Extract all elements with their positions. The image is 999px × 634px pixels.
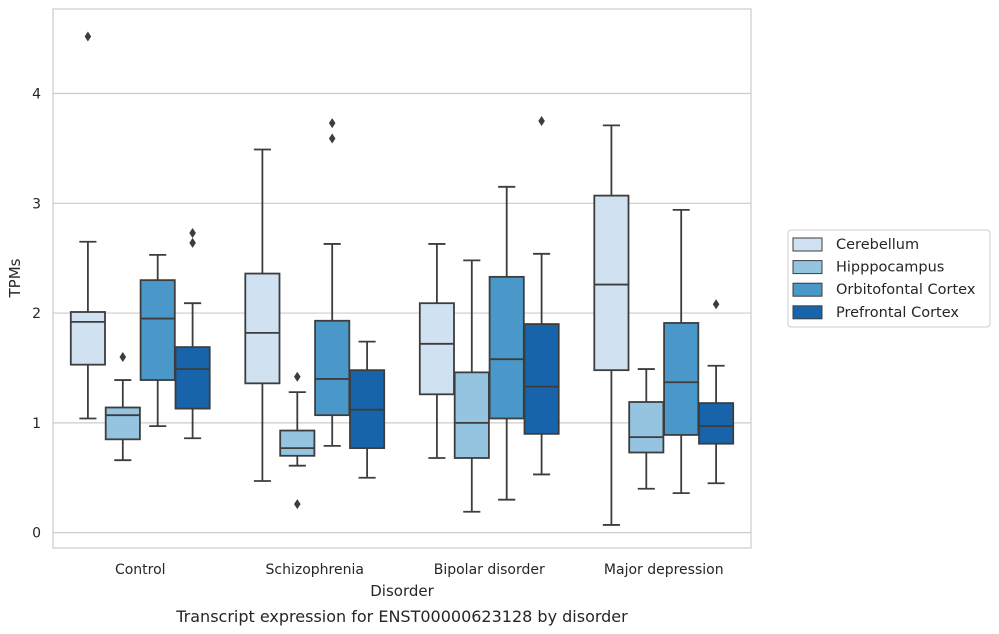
legend-swatch bbox=[792, 305, 823, 320]
outlier-point bbox=[538, 115, 545, 126]
box-iqr bbox=[104, 406, 141, 441]
box-iqr bbox=[453, 371, 490, 459]
box-plots bbox=[69, 31, 735, 526]
y-tick-label: 2 bbox=[32, 306, 41, 322]
x-axis-title: Disorder bbox=[370, 582, 434, 600]
box-plot bbox=[523, 115, 560, 476]
legend-label: Prefrontal Cortex bbox=[836, 305, 959, 321]
legend-label: Hipppocampus bbox=[836, 260, 944, 276]
x-tick-label: Bipolar disorder bbox=[434, 562, 545, 578]
chart-caption: Transcript expression for ENST0000062312… bbox=[175, 607, 628, 626]
legend-swatch bbox=[792, 282, 823, 297]
outlier-point bbox=[294, 499, 301, 510]
box-plot bbox=[104, 351, 141, 462]
legend: Cerebellum Hipppocampus Orbitofontal Corte… bbox=[787, 229, 991, 328]
box-iqr bbox=[279, 429, 316, 457]
box-plot bbox=[279, 371, 316, 510]
box-plot bbox=[593, 124, 630, 526]
box-plot bbox=[488, 185, 525, 501]
plot-frame bbox=[52, 8, 752, 549]
box-iqr bbox=[418, 302, 455, 396]
outlier-point bbox=[189, 227, 196, 238]
legend-frame bbox=[787, 229, 991, 328]
x-tick-label: Schizophrenia bbox=[266, 562, 364, 578]
box-plot bbox=[418, 243, 455, 459]
box-iqr bbox=[488, 275, 525, 420]
y-tick-label: 0 bbox=[32, 526, 41, 542]
box-iqr bbox=[523, 323, 560, 435]
outlier-point bbox=[119, 351, 127, 362]
box-iqr bbox=[174, 346, 211, 410]
y-axis-title: TPMs bbox=[6, 258, 24, 298]
box-plot bbox=[69, 31, 106, 420]
legend-label: Orbitofontal Cortex bbox=[836, 282, 976, 298]
y-tick-label: 3 bbox=[32, 196, 41, 212]
y-tick-labels: 0 1 2 3 4 bbox=[32, 87, 41, 542]
y-tick-label: 1 bbox=[32, 416, 41, 432]
box-iqr bbox=[314, 319, 351, 417]
box-plot bbox=[139, 253, 176, 428]
box-plot bbox=[349, 340, 386, 479]
box-iqr bbox=[139, 279, 176, 381]
x-tick-label: Major depression bbox=[604, 562, 724, 578]
box-iqr bbox=[593, 194, 630, 372]
y-tick-label: 4 bbox=[32, 87, 41, 103]
x-tick-labels: Control Schizophrenia Bipolar disorder Majo… bbox=[115, 562, 724, 578]
outlier-point bbox=[84, 31, 92, 42]
box-iqr bbox=[698, 402, 735, 445]
box-plot bbox=[698, 299, 735, 485]
x-tick-label: Control bbox=[115, 562, 166, 578]
legend-swatch bbox=[792, 260, 823, 275]
box-iqr bbox=[628, 401, 665, 454]
outlier-point bbox=[294, 371, 301, 382]
box-iqr bbox=[69, 311, 106, 366]
box-plot bbox=[314, 118, 351, 447]
outlier-point bbox=[712, 299, 720, 310]
outlier-point bbox=[328, 133, 336, 144]
legend-label: Cerebellum bbox=[836, 237, 919, 253]
legend-swatch bbox=[792, 237, 823, 252]
outlier-point bbox=[189, 237, 196, 248]
box-iqr bbox=[663, 322, 700, 436]
box-plot bbox=[174, 227, 211, 440]
outlier-point bbox=[328, 118, 336, 129]
box-plot bbox=[628, 368, 665, 490]
box-iqr bbox=[244, 272, 281, 385]
box-plot bbox=[663, 208, 700, 495]
box-plot bbox=[244, 148, 281, 482]
